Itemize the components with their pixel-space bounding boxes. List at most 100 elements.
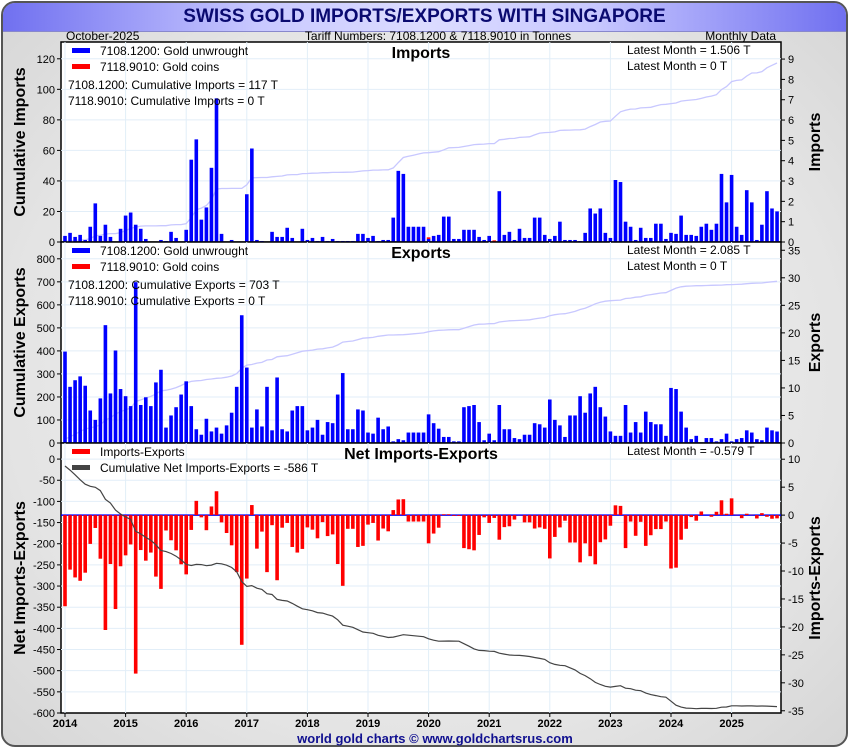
exports-left-tick-label: 800 [37,254,55,266]
net-left-tick-label: -600 [33,708,55,720]
imports-right-tick-label: 5 [788,135,794,147]
net-bar [204,515,209,531]
imports-left-tick-label: 60 [43,145,55,157]
x-tick-label: 2025 [719,718,743,730]
imports-bar-unwrought [598,208,603,242]
imports-bar-unwrought [674,233,678,242]
exports-bar-unwrought [149,406,153,443]
net-bar [542,515,547,529]
net-bar [234,515,239,573]
imports-bar-unwrought [699,226,704,242]
exports-bar-unwrought [436,428,441,443]
net-bar [174,515,178,551]
net-bar [457,515,461,516]
net-bar [739,515,744,519]
exports-bar-unwrought [426,414,431,443]
exports-bar-unwrought [300,406,305,443]
imports-legend-swatch-coins [72,64,90,69]
exports-left-tick-label: 400 [37,346,55,358]
imports-right-axis-label: Imports [807,113,824,172]
exports-bar-unwrought [123,396,128,443]
net-bar [346,515,350,529]
imports-bar-coins [492,240,497,243]
exports-left-tick-label: 300 [37,369,55,381]
net-bar [447,514,451,516]
imports-bar-unwrought [320,236,325,242]
imports-right-tick-label: 2 [788,196,794,208]
exports-bar-unwrought [477,422,481,443]
net-latest-month: Latest Month = -0.579 T [627,444,755,458]
net-bar [775,515,779,519]
imports-bar-unwrought [270,231,274,242]
imports-right-tick-label: 1 [788,217,794,229]
exports-bar-unwrought [159,369,163,443]
imports-bar-unwrought [765,191,769,242]
exports-bar-unwrought [689,439,693,443]
exports-bar-unwrought [144,397,148,443]
net-bar [209,506,214,516]
imports-bar-unwrought [386,239,390,242]
net-bar [260,515,264,532]
imports-right-tick-label: 0 [788,237,794,249]
imports-bar-unwrought [472,229,476,242]
exports-bar-unwrought [265,386,269,443]
imports-bar-unwrought [411,226,416,242]
exports-bar-unwrought [563,436,567,443]
imports-bar-unwrought [638,227,643,242]
exports-bar-unwrought [179,394,183,443]
net-left-tick-label: -400 [33,623,55,635]
imports-right-tick-label: 8 [788,74,794,86]
exports-bar-unwrought [452,441,456,443]
imports-bar-unwrought [391,217,396,242]
imports-bar-unwrought [669,232,673,242]
net-bar [224,515,229,533]
imports-bar-unwrought [361,233,365,242]
frequency-label: Monthly Data [705,29,776,43]
exports-bar-unwrought [416,432,421,443]
imports-bar-unwrought [431,235,436,242]
exports-bar-unwrought [497,405,502,443]
net-bar [573,515,577,543]
net-bar [553,515,557,537]
net-bar [63,515,67,607]
imports-bar-unwrought [138,228,143,242]
exports-bar-unwrought [649,422,653,443]
net-bar [406,515,411,522]
imports-bar-unwrought [502,234,507,242]
exports-bar-unwrought [250,427,254,443]
net-bar [335,515,340,565]
net-bar [512,515,517,520]
net-bar [275,515,279,581]
imports-bar-unwrought [573,239,577,242]
net-bar [189,515,194,530]
net-bar [315,515,320,539]
net-bar [411,515,416,522]
imports-legend-unwrought: 7108.1200: Gold unwrought [100,44,249,58]
net-left-tick-label: -300 [33,581,55,593]
net-left-tick-label: -500 [33,666,55,678]
net-legend-swatch-bar [72,449,90,454]
net-bar [527,515,532,523]
report-date: October-2025 [66,29,140,43]
net-bar [613,505,618,516]
net-bar [159,515,163,589]
exports-bar-unwrought [351,429,355,443]
imports-right-tick-label: 9 [788,54,794,66]
imports-bar-unwrought [169,231,173,242]
exports-right-tick-label: 30 [788,273,800,285]
exports-bar-unwrought [643,411,648,443]
imports-bar-unwrought [103,224,108,242]
exports-bar-unwrought [154,382,158,443]
net-bar [371,515,375,523]
net-bar [280,515,284,528]
net-bar [563,515,567,521]
imports-bar-unwrought [452,238,456,242]
net-bar [507,515,512,527]
exports-right-tick-label: 10 [788,383,800,395]
exports-bar-unwrought [63,351,67,443]
net-bar [558,515,562,528]
net-bar [133,515,138,674]
imports-left-tick-label: 80 [43,115,55,127]
exports-bar-unwrought [724,433,729,443]
imports-left-tick-label: 40 [43,176,55,188]
